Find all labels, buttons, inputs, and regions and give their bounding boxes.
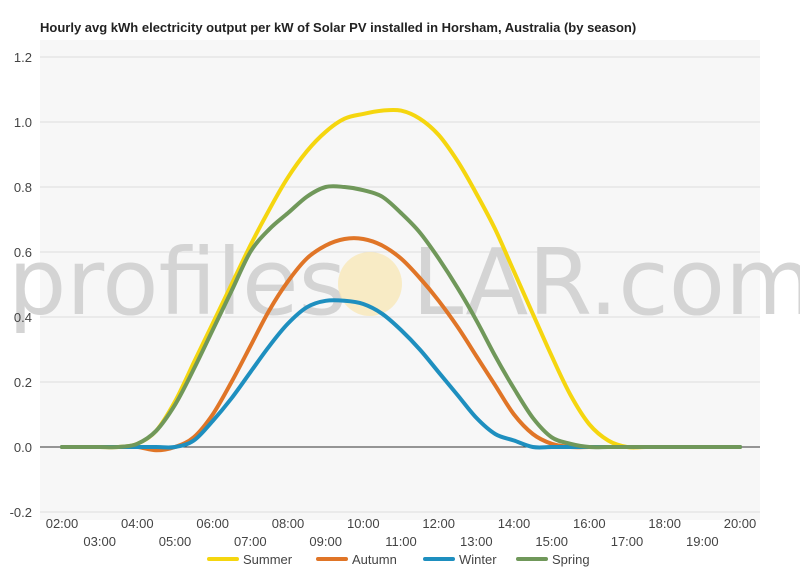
x-tick-label: 12:00 bbox=[422, 516, 455, 531]
x-tick-label: 14:00 bbox=[498, 516, 531, 531]
legend-label: Autumn bbox=[352, 552, 397, 567]
watermark-text-right: LAR.com bbox=[412, 229, 800, 336]
legend-item-winter[interactable]: Winter bbox=[423, 552, 497, 567]
y-tick-label: 0.2 bbox=[14, 375, 32, 390]
legend-label: Summer bbox=[243, 552, 293, 567]
x-tick-label: 10:00 bbox=[347, 516, 380, 531]
y-tick-label: 0.8 bbox=[14, 180, 32, 195]
y-tick-label: 1.0 bbox=[14, 115, 32, 130]
x-tick-label: 05:00 bbox=[159, 534, 192, 549]
x-tick-label: 02:00 bbox=[46, 516, 79, 531]
x-tick-label: 16:00 bbox=[573, 516, 606, 531]
series-line-spring bbox=[60, 184, 742, 450]
x-axis-ticks: 02:00 04:00 06:00 08:00 10:00 12:00 14:00 16:00… bbox=[46, 516, 757, 549]
legend-item-summer[interactable]: Summer bbox=[207, 552, 293, 567]
legend-label: Spring bbox=[552, 552, 590, 567]
y-tick-label: -0.2 bbox=[10, 505, 32, 520]
x-tick-label: 18:00 bbox=[648, 516, 681, 531]
y-axis-ticks: 1.2 1.0 0.8 0.6 0.4 0.2 0.0 -0.2 bbox=[10, 50, 32, 520]
x-tick-label: 15:00 bbox=[535, 534, 568, 549]
legend[interactable]: Summer Autumn Winter Spring bbox=[207, 552, 590, 567]
x-tick-label: 08:00 bbox=[272, 516, 305, 531]
y-tick-label: 0.4 bbox=[14, 310, 32, 325]
chart-title: Hourly avg kWh electricity output per kW… bbox=[40, 20, 636, 35]
x-tick-label: 04:00 bbox=[121, 516, 154, 531]
x-tick-label: 20:00 bbox=[724, 516, 757, 531]
legend-item-autumn[interactable]: Autumn bbox=[316, 552, 397, 567]
y-tick-label: 1.2 bbox=[14, 50, 32, 65]
x-tick-label: 19:00 bbox=[686, 534, 719, 549]
x-tick-label: 03:00 bbox=[83, 534, 116, 549]
x-tick-label: 17:00 bbox=[611, 534, 644, 549]
legend-item-spring[interactable]: Spring bbox=[516, 552, 590, 567]
x-tick-label: 09:00 bbox=[309, 534, 342, 549]
series-lines bbox=[60, 107, 742, 453]
x-tick-label: 11:00 bbox=[385, 534, 417, 549]
x-tick-label: 07:00 bbox=[234, 534, 267, 549]
y-tick-label: 0.6 bbox=[14, 245, 32, 260]
legend-label: Winter bbox=[459, 552, 497, 567]
watermark-text-left: profiles bbox=[8, 229, 347, 336]
y-tick-label: 0.0 bbox=[14, 440, 32, 455]
x-tick-label: 13:00 bbox=[460, 534, 493, 549]
x-tick-label: 06:00 bbox=[196, 516, 229, 531]
